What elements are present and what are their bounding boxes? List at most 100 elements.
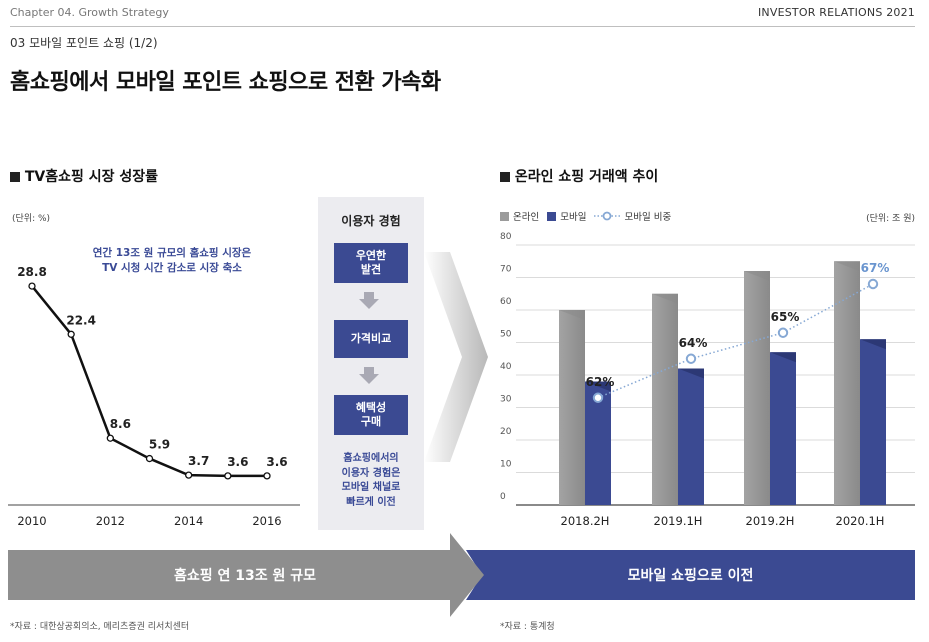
right-heading-text: 온라인 쇼핑 거래액 추이 [514, 169, 659, 185]
data-point [28, 282, 36, 290]
ratio-label: 64% [679, 336, 708, 350]
left-heading: TV홈쇼핑 시장 성장률 [10, 166, 158, 186]
right-heading: 온라인 쇼핑 거래액 추이 [500, 166, 658, 186]
right-unit-label: (단위: 조 원) [866, 214, 915, 224]
brand-label: INVESTOR RELATIONS 2021 [757, 6, 915, 19]
x-tick-label: 2016 [252, 514, 281, 528]
right-banner-shape [466, 550, 915, 600]
y-tick-label: 10 [500, 460, 512, 470]
ratio-point [685, 353, 697, 364]
note-line: 빠르게 이전 [346, 496, 396, 508]
data-label: 28.8 [17, 265, 47, 279]
online-bar [744, 271, 770, 505]
data-point [106, 434, 114, 442]
y-tick-label: 0 [500, 492, 506, 502]
x-tick-label: 2018.2H [561, 514, 610, 528]
experience-title: 이용자 경험 [341, 214, 401, 228]
left-callout-line-1: 연간 13조 원 규모의 홈쇼핑 시장은 [92, 247, 252, 259]
square-bullet-icon [500, 172, 510, 182]
online-bar [652, 293, 678, 505]
left-banner-text: 홈쇼핑 연 13조 원 규모 [173, 568, 317, 584]
ratio-line [597, 283, 874, 399]
data-point [145, 454, 154, 463]
note-line: 모바일 채널로 [341, 482, 401, 493]
square-bullet-icon [10, 172, 20, 182]
ratio-label: 62% [586, 375, 615, 389]
section-label: 03 모바일 포인트 쇼핑 (1/2) [10, 36, 158, 50]
left-heading-text: TV홈쇼핑 시장 성장률 [24, 169, 159, 185]
x-tick-label: 2014 [174, 514, 203, 528]
left-callout-line-2: TV 시청 시간 감소로 시장 축소 [102, 262, 242, 274]
step-compare-box: 가격비교 [334, 320, 408, 358]
data-label: 3.6 [227, 455, 248, 469]
online-bar-shade [652, 293, 678, 304]
data-label: 22.4 [66, 313, 96, 327]
page-title: 홈쇼핑에서 모바일 포인트 쇼핑으로 전환 가속화 [10, 70, 441, 95]
mobile-bar [678, 368, 704, 505]
data-label: 3.6 [266, 455, 287, 469]
ratio-label: 67% [861, 261, 890, 275]
experience-note: 홈쇼핑에서의 이용자 경험은 모바일 채널로 빠르게 이전 [318, 452, 424, 510]
data-label: 8.6 [110, 417, 131, 431]
y-tick-label: 20 [500, 427, 512, 437]
legend-swatch [500, 211, 509, 221]
legend-dotted-marker-icon [594, 211, 621, 221]
legend-online-label: 온라인 [513, 212, 540, 223]
bottom-banner-shapes [8, 533, 915, 617]
mobile-bar [860, 339, 886, 505]
legend-ratio-label: 모바일 비중 [624, 212, 672, 223]
online-bar-shade [744, 271, 770, 281]
header-divider [10, 26, 915, 27]
y-tick-label: 50 [500, 330, 512, 340]
y-tick-label: 40 [500, 362, 512, 372]
x-tick-label: 2019.2H [746, 514, 795, 528]
y-tick-label: 80 [500, 232, 512, 242]
step-benefit-label: 혜택성 구매 [355, 401, 387, 428]
note-line: 홈쇼핑에서의 [343, 453, 399, 464]
mobile-bar-shade [585, 381, 611, 392]
online-bar [834, 261, 860, 505]
legend-ratio: 모바일 비중 [594, 209, 671, 223]
left-source: *자료 : 대한상공회의소, 메리츠증권 리서치센터 [10, 622, 190, 632]
legend-swatch [547, 211, 557, 221]
step-discovery-box: 우연한 발견 [334, 243, 408, 283]
left-callout: 연간 13조 원 규모의 홈쇼핑 시장은 TV 시청 시간 감소로 시장 축소 [62, 246, 282, 276]
legend-mobile: 모바일 [547, 209, 586, 223]
y-tick-label: 70 [500, 265, 512, 275]
down-arrow-icon [359, 292, 379, 309]
data-label: 5.9 [149, 438, 170, 452]
mobile-bar-shade [770, 352, 796, 363]
x-tick-label: 2010 [17, 514, 46, 528]
mobile-bar-shade [860, 339, 886, 350]
right-banner-text: 모바일 쇼핑으로 이전 [627, 568, 754, 584]
y-tick-label: 30 [500, 395, 512, 405]
ratio-point [867, 278, 879, 290]
online-bar [559, 310, 585, 505]
x-tick-label: 2012 [96, 514, 125, 528]
online-bar-shade [834, 261, 860, 272]
y-tick-label: 60 [500, 297, 512, 307]
ratio-label: 65% [771, 310, 800, 324]
data-label: 3.7 [188, 454, 209, 468]
ratio-point [592, 392, 604, 403]
left-unit-label: (단위: %) [12, 214, 51, 224]
ratio-point [777, 327, 789, 338]
legend-online: 온라인 [500, 209, 539, 223]
data-point [67, 330, 75, 338]
note-line: 이용자 경험은 [341, 467, 401, 479]
data-point [185, 471, 193, 479]
data-point [263, 472, 271, 480]
x-tick-label: 2020.1H [836, 514, 885, 528]
right-source: *자료 : 통계청 [500, 622, 555, 632]
x-tick-label: 2019.1H [654, 514, 703, 528]
chapter-label: Chapter 04. Growth Strategy [10, 6, 169, 19]
transition-arrow-icon [424, 252, 488, 462]
step-benefit-box: 혜택성 구매 [334, 395, 408, 435]
mobile-bar [770, 352, 796, 505]
data-point [224, 472, 232, 480]
left-banner-arrow-shape [8, 533, 484, 617]
chart-legend: 온라인 모바일 모바일 비중 [500, 209, 671, 223]
step-discovery-label: 우연한 발견 [355, 249, 387, 276]
